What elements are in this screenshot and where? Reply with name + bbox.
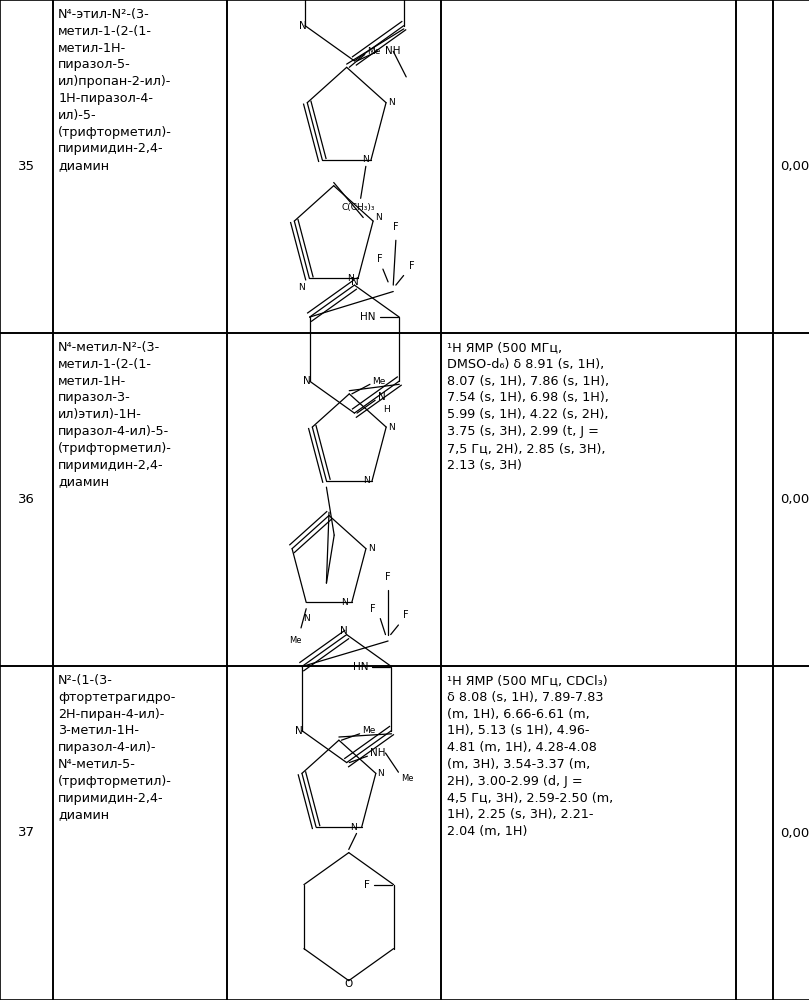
Text: N: N	[368, 544, 375, 553]
Text: O: O	[345, 979, 353, 989]
Text: N: N	[295, 726, 303, 736]
Text: N⁴-этил-N²-(3-
метил-1-(2-(1-
метил-1Н-
пиразол-5-
ил)пропан-2-ил)-
1Н-пиразол-4: N⁴-этил-N²-(3- метил-1-(2-(1- метил-1Н- …	[58, 8, 172, 172]
Text: N: N	[362, 155, 369, 164]
Text: NH: NH	[386, 46, 401, 56]
Text: N: N	[341, 626, 348, 636]
Text: N: N	[299, 21, 307, 31]
Text: F: F	[364, 880, 371, 890]
Text: NH: NH	[370, 748, 385, 758]
Text: Me: Me	[367, 47, 381, 56]
Text: N: N	[375, 213, 382, 222]
Text: N²-(1-(3-
фтортетрагидро-
2Н-пиран-4-ил)-
3-метил-1Н-
пиразол-4-ил)-
N⁴-метил-5-: N²-(1-(3- фтортетрагидро- 2Н-пиран-4-ил)…	[58, 674, 176, 821]
Text: F: F	[370, 604, 375, 614]
Text: N: N	[363, 476, 371, 485]
Text: N: N	[350, 823, 358, 832]
Text: 0,0003: 0,0003	[780, 160, 809, 173]
Text: N: N	[378, 392, 385, 402]
Text: F: F	[393, 222, 399, 232]
Text: N: N	[378, 769, 384, 778]
Text: H: H	[383, 405, 390, 414]
Text: N: N	[347, 274, 354, 283]
Text: Me: Me	[401, 774, 413, 783]
Text: N: N	[388, 423, 395, 432]
Text: 36: 36	[18, 493, 35, 506]
Text: HN: HN	[361, 312, 376, 322]
Text: 35: 35	[18, 160, 35, 173]
Text: F: F	[385, 572, 391, 582]
Text: F: F	[409, 261, 414, 271]
Text: Me: Me	[290, 636, 302, 645]
Text: 37: 37	[18, 826, 35, 840]
Text: ¹Н ЯМР (500 МГц,
DMSO-d₆) δ 8.91 (s, 1H),
8.07 (s, 1H), 7.86 (s, 1H),
7.54 (s, 1: ¹Н ЯМР (500 МГц, DMSO-d₆) δ 8.91 (s, 1H)…	[447, 341, 608, 472]
Text: F: F	[378, 254, 383, 264]
Text: C(CH₃)₃: C(CH₃)₃	[341, 203, 375, 212]
Text: N: N	[299, 283, 305, 292]
Text: Me: Me	[362, 726, 375, 735]
Text: HN: HN	[353, 662, 368, 672]
Text: Me: Me	[372, 377, 386, 386]
Text: 0,0006: 0,0006	[780, 826, 809, 840]
Text: N: N	[388, 98, 395, 107]
Text: N⁴-метил-N²-(3-
метил-1-(2-(1-
метил-1Н-
пиразол-3-
ил)этил)-1Н-
пиразол-4-ил)-5: N⁴-метил-N²-(3- метил-1-(2-(1- метил-1Н-…	[58, 341, 172, 488]
Text: 0,0037: 0,0037	[780, 493, 809, 506]
Text: N: N	[341, 598, 347, 607]
Text: N: N	[350, 277, 358, 287]
Text: F: F	[404, 610, 409, 620]
Text: N: N	[303, 614, 310, 623]
Text: ¹Н ЯМР (500 МГц, CDCl₃)
δ 8.08 (s, 1H), 7.89-7.83
(m, 1H), 6.66-6.61 (m,
1H), 5.: ¹Н ЯМР (500 МГц, CDCl₃) δ 8.08 (s, 1H), …	[447, 674, 613, 838]
Text: N: N	[303, 376, 311, 386]
